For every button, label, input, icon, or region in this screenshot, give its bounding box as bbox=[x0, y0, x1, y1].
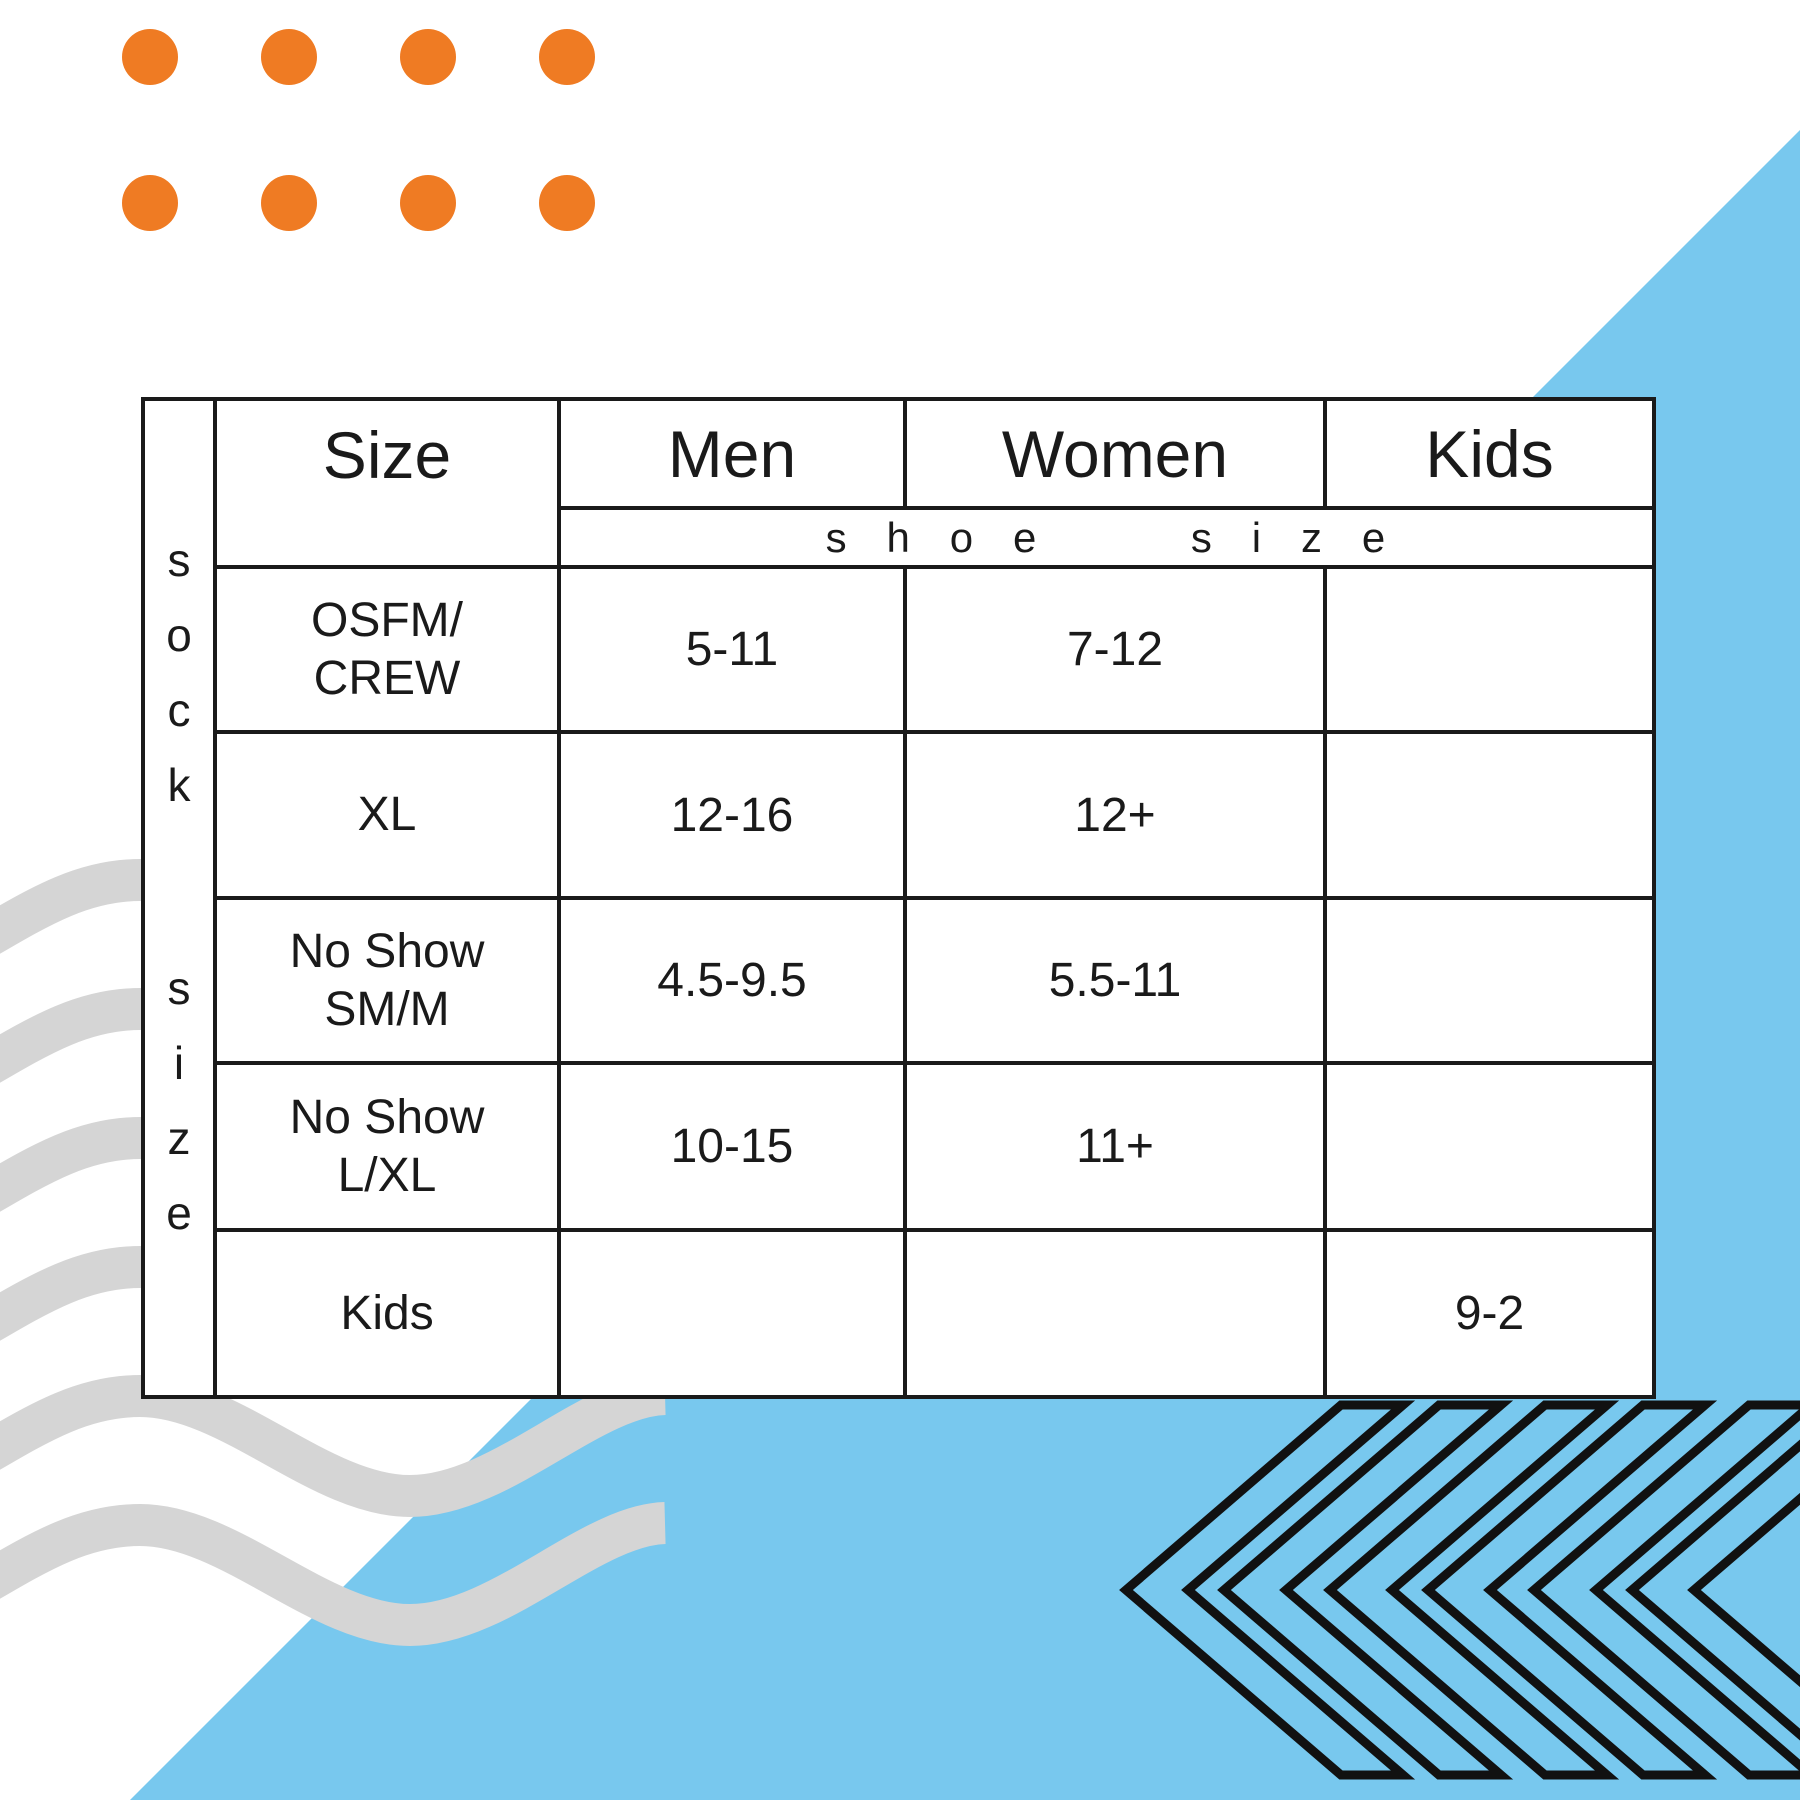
cell-noshow-lxl-men: 10-15 bbox=[561, 1065, 907, 1232]
cell-noshow-lxl-kids bbox=[1327, 1065, 1652, 1232]
cell-osfm-kids bbox=[1327, 569, 1652, 734]
column-header-women: Women bbox=[907, 401, 1327, 510]
column-header-men: Men bbox=[561, 401, 907, 510]
column-header-kids: Kids bbox=[1327, 401, 1652, 510]
cell-xl-kids bbox=[1327, 734, 1652, 900]
row-label-noshow-lxl: No Show L/XL bbox=[217, 1065, 561, 1232]
cell-noshow-lxl-women: 11+ bbox=[907, 1065, 1327, 1232]
shoe-size-band-label: shoe size bbox=[561, 510, 1652, 569]
cell-noshow-smm-kids bbox=[1327, 900, 1652, 1065]
dot-grid-decoration bbox=[122, 29, 595, 231]
cell-noshow-smm-women: 5.5-11 bbox=[907, 900, 1327, 1065]
row-axis-label-cell: sock size bbox=[145, 401, 217, 1395]
cell-noshow-smm-men: 4.5-9.5 bbox=[561, 900, 907, 1065]
cell-kidsrow-men bbox=[561, 1232, 907, 1395]
cell-kidsrow-kids: 9-2 bbox=[1454, 1287, 1525, 1340]
cell-osfm-men: 5-11 bbox=[561, 569, 907, 734]
row-label-kids: Kids bbox=[217, 1232, 561, 1395]
cell-xl-women: 12+ bbox=[907, 734, 1327, 900]
chevron-left-arrows-icon bbox=[1119, 1400, 1800, 1780]
row-label-osfm-crew: OSFM/ CREW bbox=[217, 569, 561, 734]
row-label-noshow-smm: No Show SM/M bbox=[217, 900, 561, 1065]
cell-osfm-women: 7-12 bbox=[907, 569, 1327, 734]
sock-size-vertical-label: sock size bbox=[153, 534, 205, 1262]
column-header-size: Size bbox=[217, 401, 561, 569]
cell-xl-men: 12-16 bbox=[561, 734, 907, 900]
row-label-xl: XL bbox=[217, 734, 561, 900]
cell-kidsrow-women bbox=[907, 1232, 1327, 1395]
size-chart-table: sock size Size Men Women Kids shoe size … bbox=[141, 397, 1656, 1399]
